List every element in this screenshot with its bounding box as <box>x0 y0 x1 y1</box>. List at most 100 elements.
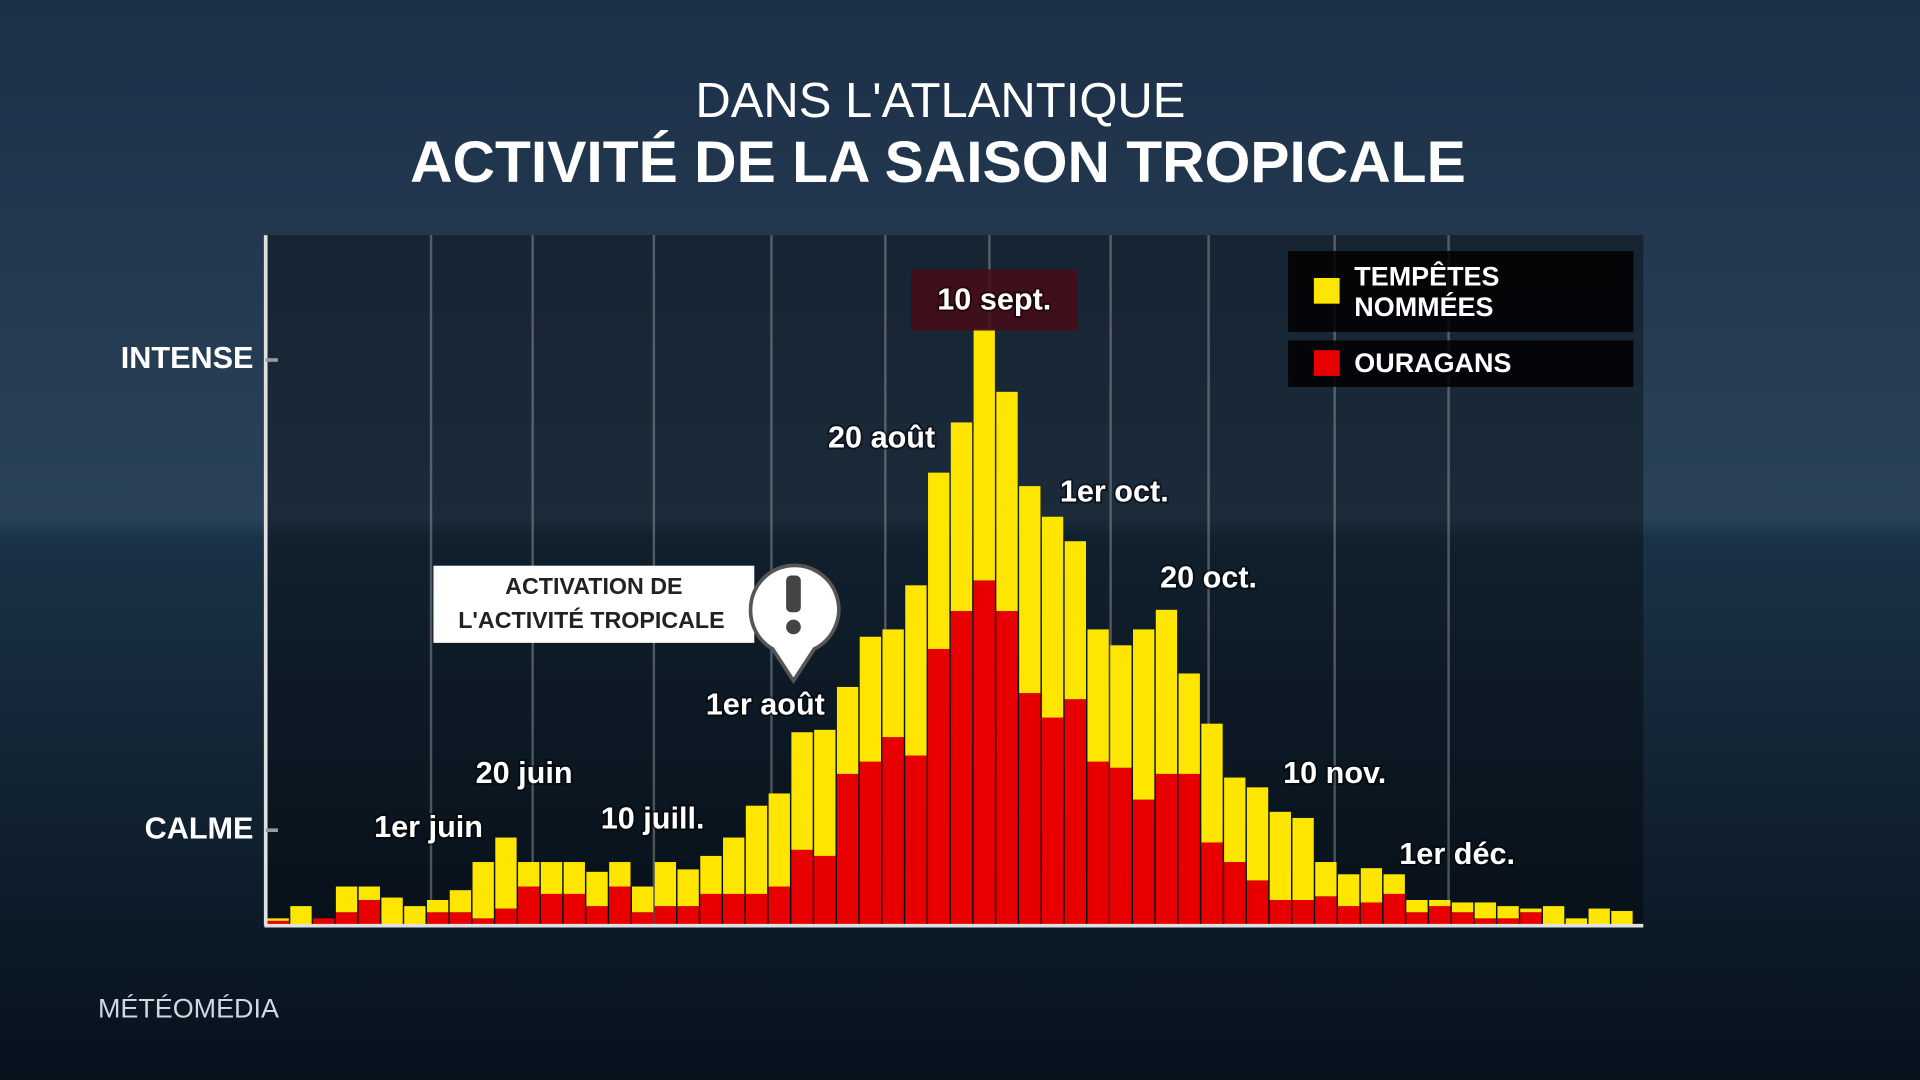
y-ticks: CALME INTENSE <box>121 341 278 845</box>
bar-segment <box>313 918 335 925</box>
date-label: 20 juin <box>476 756 573 790</box>
bar-segment <box>472 862 494 919</box>
bar-segment <box>1224 777 1246 863</box>
bar-segment <box>1292 900 1314 925</box>
y-tick-label: INTENSE <box>121 341 254 375</box>
bar-segment <box>1246 787 1269 881</box>
date-label: 1er juin <box>374 810 483 844</box>
bar-segment <box>1292 817 1314 900</box>
bar-segment <box>1497 906 1519 919</box>
exclamation <box>786 575 801 613</box>
bar-segment <box>1041 717 1064 925</box>
bars <box>267 329 1633 925</box>
bar-segment <box>631 912 654 925</box>
bar-segment <box>267 918 289 921</box>
bar-segment <box>1269 811 1291 900</box>
bar-segment <box>1383 893 1405 925</box>
bar-segment <box>791 849 813 925</box>
bar-segment <box>1338 874 1360 907</box>
legend: TEMPÊTES NOMMÉES OURAGANS <box>1288 251 1634 387</box>
bar-segment <box>836 773 859 925</box>
chart-title: DANS L'ATLANTIQUE <box>695 74 1185 128</box>
bar-segment <box>950 611 973 925</box>
date-label: 1er août <box>706 688 825 722</box>
date-label: 10 juill. <box>601 802 705 836</box>
bar-segment <box>973 580 995 925</box>
bar-segment <box>1041 516 1064 718</box>
bar-segment <box>791 732 813 850</box>
bar-segment <box>540 893 563 925</box>
callout-text: ACTIVATION DE <box>505 573 682 599</box>
bar-segment <box>814 729 836 856</box>
bar-segment <box>768 793 790 887</box>
date-label: 10 nov. <box>1283 756 1386 790</box>
y-tick-label: CALME <box>145 811 254 845</box>
bar-segment <box>1224 862 1246 925</box>
bar-segment <box>1542 906 1565 925</box>
bar-segment <box>563 862 585 894</box>
legend-box <box>1288 340 1634 387</box>
bar-segment <box>609 886 631 925</box>
bar-segment <box>905 755 927 925</box>
bar-segment <box>1429 900 1451 907</box>
bar-segment <box>1246 880 1269 925</box>
legend-label: OURAGANS <box>1354 348 1512 379</box>
chart-subtitle: ACTIVITÉ DE LA SAISON TROPICALE <box>410 129 1466 195</box>
callout-text: L'ACTIVITÉ TROPICALE <box>458 606 724 633</box>
bar-segment <box>631 886 654 913</box>
legend-swatch <box>1313 350 1340 376</box>
bar-segment <box>358 900 380 925</box>
bar-segment <box>1474 918 1496 925</box>
legend-box <box>1288 251 1634 332</box>
bar-segment <box>335 886 358 913</box>
date-label: 20 août <box>828 421 935 455</box>
bar-segment <box>700 855 722 894</box>
bar-segment <box>381 897 403 925</box>
bar-segment <box>426 900 449 913</box>
date-label: 1er déc. <box>1399 837 1515 871</box>
bar-segment <box>1178 773 1200 925</box>
bar-segment <box>1315 896 1337 925</box>
highlight-box <box>911 269 1078 331</box>
bar-segment <box>859 636 882 762</box>
bar-segment <box>905 585 927 756</box>
bar-segment <box>1383 874 1405 894</box>
callout-box <box>433 565 755 643</box>
bar-segment <box>426 912 449 925</box>
bar-segment <box>723 893 745 925</box>
bar-segment <box>1064 541 1086 700</box>
bar-segment <box>1565 918 1588 925</box>
callout: ACTIVATION DE L'ACTIVITÉ TROPICALE <box>433 563 841 685</box>
bar-segment <box>1155 773 1178 925</box>
bar-segment <box>1201 723 1223 843</box>
bar-segment <box>700 893 722 925</box>
date-label: 10 sept. <box>937 282 1051 316</box>
date-label: 20 oct. <box>1160 560 1257 594</box>
bar-segment <box>449 890 472 913</box>
bar-segment <box>472 918 494 925</box>
bar-segment <box>768 886 790 925</box>
bar-segment <box>1019 486 1041 694</box>
bar-segment <box>1429 906 1451 925</box>
bar-segment <box>1155 609 1178 774</box>
bar-segment <box>1110 767 1132 925</box>
bar-segment <box>1087 761 1109 925</box>
bar-segment <box>745 893 768 925</box>
bar-segment <box>859 761 882 925</box>
legend-swatch <box>1313 277 1340 304</box>
bar-segment <box>586 871 608 907</box>
bar-segment <box>1588 908 1610 925</box>
bar-segment <box>928 648 950 925</box>
bar-segment <box>1360 868 1383 903</box>
bar-segment <box>518 886 540 925</box>
bar-segment <box>563 893 585 925</box>
bar-segment <box>404 906 426 925</box>
bar-segment <box>745 805 768 894</box>
bar-segment <box>449 912 472 925</box>
bar-segment <box>1497 918 1519 925</box>
bar-segment <box>1269 900 1291 925</box>
legend-label-box: OURAGANS <box>1354 348 1512 379</box>
bar-segment <box>1064 699 1086 925</box>
bar-segment <box>1178 673 1200 774</box>
